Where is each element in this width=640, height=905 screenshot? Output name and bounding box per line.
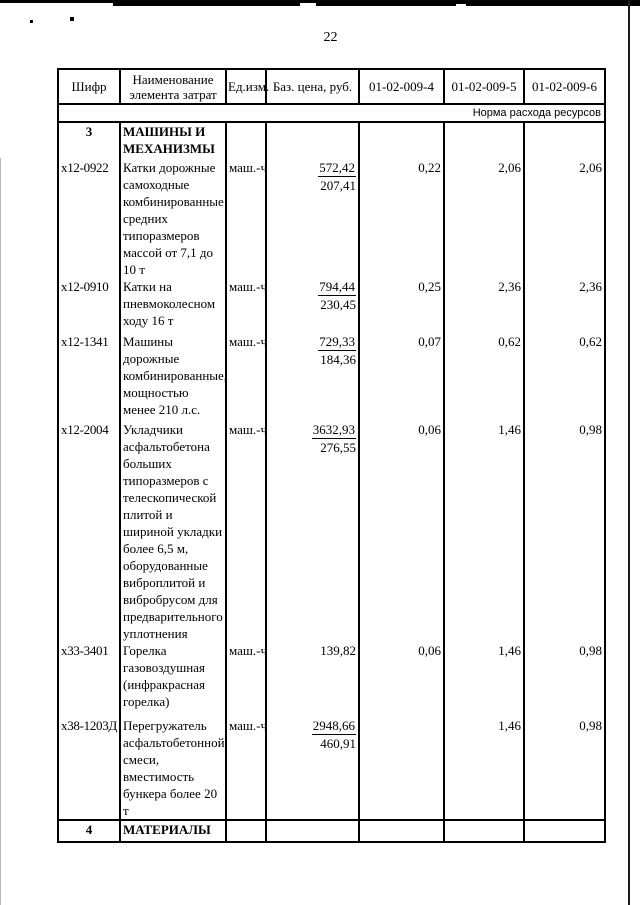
cell-norm-3 (523, 819, 606, 842)
cell-unit: маш.-ч (225, 642, 267, 717)
cell-norm-3: 2,06 (523, 159, 606, 278)
cell-unit (225, 819, 267, 842)
price-denominator: 230,45 (320, 297, 356, 312)
cell-unit: маш.-ч (225, 421, 267, 642)
price-numerator: 729,33 (318, 334, 356, 351)
table-header-row: Шифр Наименование элемента затрат Ед.изм… (57, 68, 606, 105)
header-norm-01-02-009-4: 01-02-009-4 (358, 68, 445, 105)
table-row: х12-0910 Катки на пневмоколесном ходу 16… (57, 278, 606, 333)
cell-norm-2: 1,46 (443, 717, 525, 820)
header-element-name: Наименование элемента затрат (119, 68, 227, 105)
cell-code: х12-0910 (57, 278, 121, 333)
cell-base-price: 729,33 184,36 (265, 333, 360, 421)
cell-norm-2 (443, 819, 525, 842)
cell-code: х12-0922 (57, 159, 121, 278)
table-row: х12-0922 Катки дорожные самоходные комби… (57, 159, 606, 278)
cell-norm-2 (443, 122, 525, 159)
cell-base-price: 2948,66 460,91 (265, 717, 360, 820)
cell-norm-3: 2,36 (523, 278, 606, 333)
scan-speck (70, 17, 74, 21)
cell-code: х38-1203Д (57, 717, 121, 820)
cell-norm-1: 0,06 (358, 421, 445, 642)
price-single: 139,82 (320, 643, 356, 658)
header-code: Шифр (57, 68, 121, 105)
cell-name: Горелка газовоздушная (инфракрасная горе… (119, 642, 227, 717)
header-unit: Ед.изм. (225, 68, 269, 105)
page-number: 22 (323, 30, 338, 45)
cell-norm-3: 0,98 (523, 717, 606, 820)
cell-unit (225, 122, 267, 159)
cell-unit: маш.-ч (225, 333, 267, 421)
cost-estimate-table: Шифр Наименование элемента затрат Ед.изм… (57, 68, 606, 843)
price-denominator: 184,36 (320, 352, 356, 367)
resource-note-row: Норма расхода ресурсов (57, 103, 606, 123)
price-numerator: 572,42 (318, 160, 356, 177)
scan-edge-line-right (628, 0, 630, 905)
section-row-machines: 3 МАШИНЫ И МЕХАНИЗМЫ (57, 122, 606, 159)
cell-name: Укладчики асфальтобетона больших типораз… (119, 421, 227, 642)
cell-norm-3: 0,62 (523, 333, 606, 421)
header-norm-01-02-009-5: 01-02-009-5 (443, 68, 525, 105)
cell-norm-1: 0,25 (358, 278, 445, 333)
table-row: х12-2004 Укладчики асфальтобетона больши… (57, 421, 606, 642)
cell-name: Перегружатель асфальтобетонной смеси, вм… (119, 717, 227, 820)
cell-norm-1 (358, 717, 445, 820)
cell-name: Катки дорожные самоходные комбинированны… (119, 159, 227, 278)
cell-norm-2: 2,06 (443, 159, 525, 278)
cell-section-title: МАШИНЫ И МЕХАНИЗМЫ (119, 122, 227, 159)
cell-base-price: 3632,93 276,55 (265, 421, 360, 642)
cell-norm-3 (523, 122, 606, 159)
cell-norm-1 (358, 122, 445, 159)
cell-norm-2: 0,62 (443, 333, 525, 421)
cell-name: Катки на пневмоколесном ходу 16 т (119, 278, 227, 333)
price-numerator: 794,44 (318, 279, 356, 296)
cell-code: х12-1341 (57, 333, 121, 421)
cell-name: Машины дорожные комбинированные, мощност… (119, 333, 227, 421)
cell-section-number: 3 (57, 122, 121, 159)
cell-code: х33-3401 (57, 642, 121, 717)
top-scan-bar-segment (113, 0, 640, 6)
cell-norm-2: 1,46 (443, 421, 525, 642)
cell-base-price: 794,44 230,45 (265, 278, 360, 333)
cell-norm-1: 0,22 (358, 159, 445, 278)
header-norm-01-02-009-6: 01-02-009-6 (523, 68, 606, 105)
section-row-materials: 4 МАТЕРИАЛЫ (57, 819, 606, 842)
cell-norm-1 (358, 819, 445, 842)
scan-bar-gap (456, 4, 466, 6)
cell-unit: маш.-ч (225, 159, 267, 278)
cell-base-price (265, 819, 360, 842)
price-denominator: 276,55 (320, 440, 356, 455)
cell-unit: маш.-ч (225, 278, 267, 333)
cell-section-number: 4 (57, 819, 121, 842)
price-numerator: 2948,66 (311, 718, 356, 735)
cell-norm-1: 0,07 (358, 333, 445, 421)
cell-unit: маш.-ч (225, 717, 267, 820)
cell-norm-1: 0,06 (358, 642, 445, 717)
table-row: х38-1203Д Перегружатель асфальтобетонной… (57, 717, 606, 820)
header-base-price: Баз. цена, руб. (265, 68, 360, 105)
table-row: х33-3401 Горелка газовоздушная (инфракра… (57, 642, 606, 717)
scan-edge-line-left (0, 158, 1, 905)
table-row: х12-1341 Машины дорожные комбинированные… (57, 333, 606, 421)
cell-base-price (265, 122, 360, 159)
cell-section-title: МАТЕРИАЛЫ (119, 819, 227, 842)
scan-speck (30, 20, 33, 23)
scan-bar-gap (300, 3, 316, 6)
cell-norm-2: 1,46 (443, 642, 525, 717)
cell-norm-3: 0,98 (523, 642, 606, 717)
price-denominator: 207,41 (320, 178, 356, 193)
cell-norm-3: 0,98 (523, 421, 606, 642)
cell-code: х12-2004 (57, 421, 121, 642)
price-denominator: 460,91 (320, 736, 356, 751)
cell-base-price: 572,42 207,41 (265, 159, 360, 278)
cell-norm-2: 2,36 (443, 278, 525, 333)
resource-note: Норма расхода ресурсов (57, 103, 606, 123)
price-numerator: 3632,93 (311, 422, 356, 439)
cell-base-price: 139,82 (265, 642, 360, 717)
